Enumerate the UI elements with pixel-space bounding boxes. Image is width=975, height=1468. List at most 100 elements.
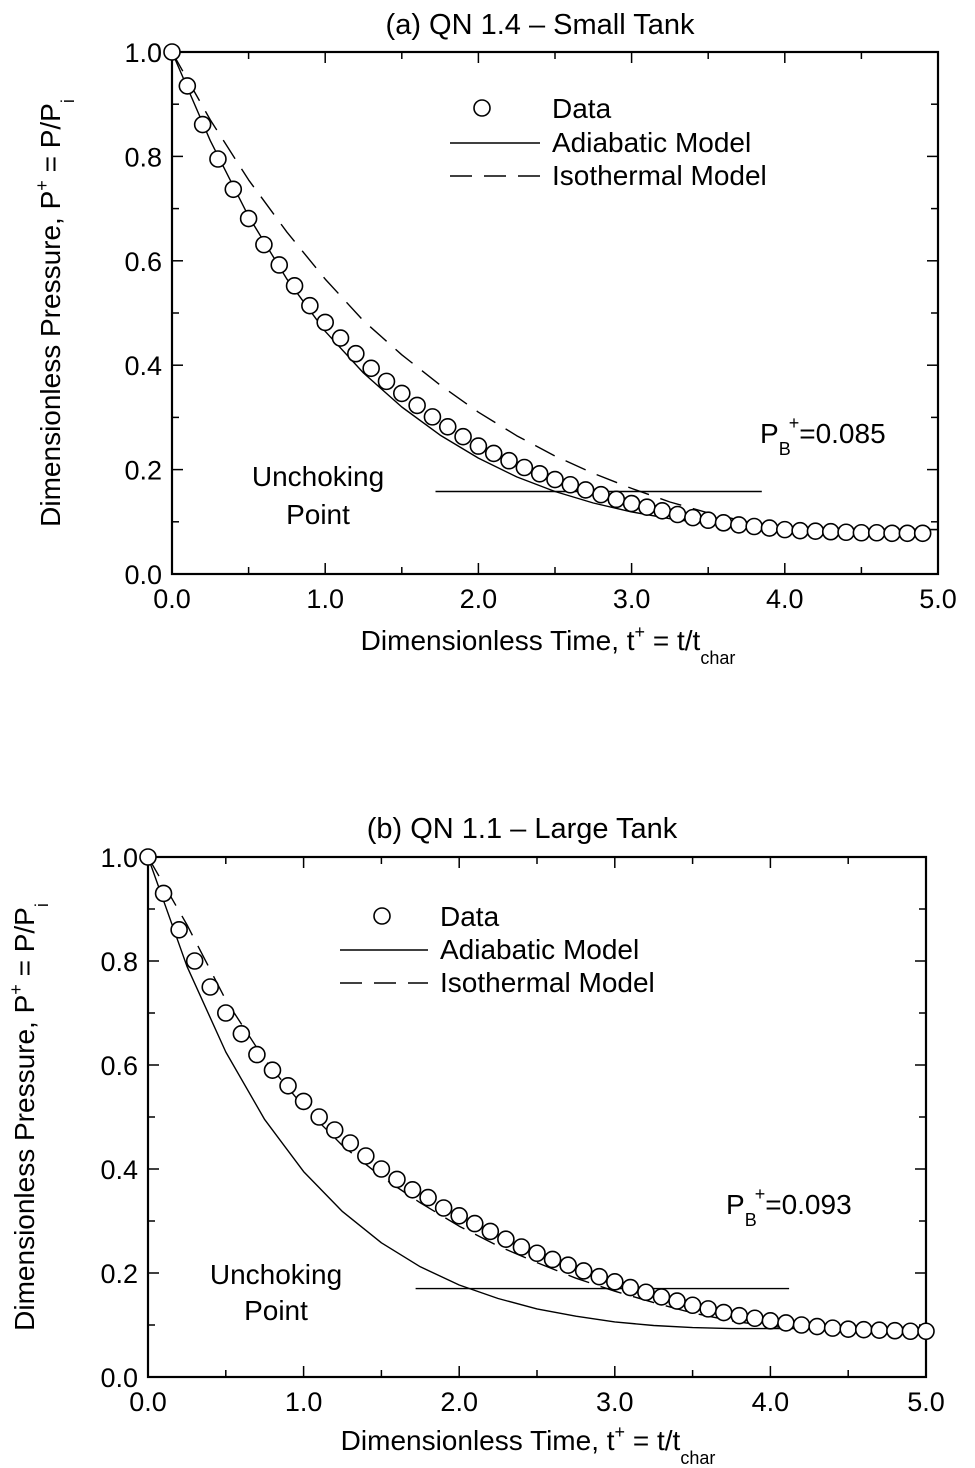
- data-point: [823, 1319, 842, 1337]
- x-tick-label: 2.0: [440, 1387, 478, 1417]
- x-tick-label: 3.0: [596, 1387, 634, 1417]
- y-tick-label: 0.6: [124, 247, 162, 277]
- x-tick-label: 0.0: [153, 584, 191, 614]
- data-point: [270, 256, 289, 274]
- data-point: [745, 517, 763, 536]
- data-point: [576, 481, 595, 499]
- data-point: [170, 921, 188, 939]
- figure-a: (a) QN 1.4 – Small Tank 0.0 1.0 2.0 3.0 4.0 5…: [32, 9, 957, 668]
- data-point: [559, 1256, 577, 1275]
- x-tick-label: 5.0: [919, 584, 957, 614]
- legend-label-adiabatic: Adiabatic Model: [552, 127, 751, 158]
- data-markers: [163, 43, 932, 543]
- data-point: [901, 1322, 920, 1341]
- data-point: [403, 1180, 422, 1199]
- chart-b: (b) QN 1.1 – Large Tank 0.0 1.0 2.0 3.0 4.0 5…: [6, 813, 945, 1468]
- data-point: [652, 1288, 671, 1306]
- data-point: [668, 1292, 686, 1310]
- data-point: [392, 384, 411, 403]
- x-tick-labels: 0.0 1.0 2.0 3.0 4.0 5.0: [129, 1387, 945, 1417]
- data-point: [217, 1004, 235, 1022]
- x-axis-label: Dimensionless Time, t+ = t/tchar: [361, 622, 736, 668]
- data-point: [854, 1320, 873, 1339]
- pb-annotation: PB+=0.093: [726, 1184, 852, 1230]
- unchoking-label-line1: Unchoking: [210, 1259, 342, 1290]
- data-point: [316, 313, 335, 332]
- data-point: [530, 464, 549, 483]
- legend: Data Adiabatic Model Isothermal Model: [450, 93, 767, 191]
- data-point: [917, 1322, 935, 1341]
- x-tick-label: 5.0: [907, 1387, 945, 1417]
- y-tick-label: 0.8: [124, 142, 162, 172]
- data-point: [232, 1024, 251, 1043]
- data-point: [561, 475, 580, 494]
- data-point: [497, 1230, 515, 1249]
- data-point: [224, 180, 243, 199]
- data-point: [528, 1244, 546, 1263]
- legend-label-isothermal: Isothermal Model: [440, 967, 655, 998]
- data-point: [301, 296, 319, 315]
- legend-label-data: Data: [552, 93, 612, 124]
- y-tick-label: 0.0: [100, 1363, 138, 1393]
- legend: Data Adiabatic Model Isothermal Model: [340, 901, 655, 998]
- data-point: [621, 1278, 640, 1297]
- data-point: [607, 490, 626, 509]
- data-point: [821, 522, 840, 541]
- y-tick-label: 0.2: [124, 456, 162, 486]
- y-tick-label: 1.0: [124, 38, 162, 68]
- data-point: [285, 277, 304, 295]
- data-point: [791, 521, 809, 540]
- y-axis-label: Dimensionless Pressure, P+ = P/Pi: [32, 99, 78, 527]
- data-point: [434, 1199, 453, 1217]
- data-point: [546, 470, 564, 489]
- legend-marker-data: [373, 907, 391, 925]
- data-point: [806, 522, 825, 540]
- x-tick-label: 1.0: [285, 1387, 323, 1417]
- y-tick-label: 0.0: [124, 560, 162, 590]
- data-point: [837, 523, 855, 542]
- y-tick-labels: 0.0 0.2 0.4 0.6 0.8 1.0: [100, 843, 138, 1393]
- y-axis-label: Dimensionless Pressure, P+ = P/Pi: [6, 903, 52, 1331]
- data-point: [450, 1206, 469, 1225]
- data-point: [139, 848, 157, 866]
- x-tick-label: 3.0: [613, 584, 651, 614]
- data-point: [792, 1316, 811, 1334]
- legend-label-isothermal: Isothermal Model: [552, 160, 767, 191]
- x-tick-labels: 0.0 1.0 2.0 3.0 4.0 5.0: [153, 584, 957, 614]
- data-point: [423, 408, 442, 426]
- data-point: [913, 524, 932, 543]
- y-tick-label: 0.2: [100, 1259, 138, 1289]
- legend-label-data: Data: [440, 901, 500, 932]
- data-point: [465, 1214, 484, 1233]
- data-point: [512, 1238, 531, 1256]
- x-tick-label: 0.0: [129, 1387, 167, 1417]
- data-point: [388, 1170, 406, 1189]
- pb-annotation: PB+=0.085: [760, 413, 886, 459]
- data-point: [886, 1321, 904, 1340]
- data-point: [839, 1320, 858, 1338]
- data-point: [263, 1061, 282, 1080]
- figure-b: (b) QN 1.1 – Large Tank 0.0 1.0 2.0 3.0 4.0 5…: [0, 734, 975, 1468]
- data-point: [543, 1250, 562, 1269]
- data-point: [699, 511, 718, 530]
- data-point: [699, 1300, 717, 1318]
- data-point: [154, 884, 173, 903]
- y-tick-label: 0.8: [100, 947, 138, 977]
- data-point: [185, 952, 204, 970]
- data-point: [362, 359, 380, 378]
- legend-label-adiabatic: Adiabatic Model: [440, 934, 639, 965]
- data-point: [515, 458, 534, 477]
- data-markers: [139, 848, 935, 1341]
- unchoking-label-line1: Unchoking: [252, 461, 384, 492]
- y-tick-label: 1.0: [100, 843, 138, 873]
- data-point: [248, 1045, 266, 1064]
- y-tick-labels: 0.0 0.2 0.4 0.6 0.8 1.0: [124, 38, 162, 590]
- data-point: [279, 1076, 297, 1095]
- data-point: [408, 396, 426, 415]
- data-point: [638, 498, 656, 516]
- data-point: [469, 437, 488, 455]
- data-point: [310, 1108, 328, 1126]
- y-tick-label: 0.4: [124, 351, 162, 381]
- data-point: [325, 1121, 344, 1139]
- y-tick-label: 0.4: [100, 1155, 138, 1185]
